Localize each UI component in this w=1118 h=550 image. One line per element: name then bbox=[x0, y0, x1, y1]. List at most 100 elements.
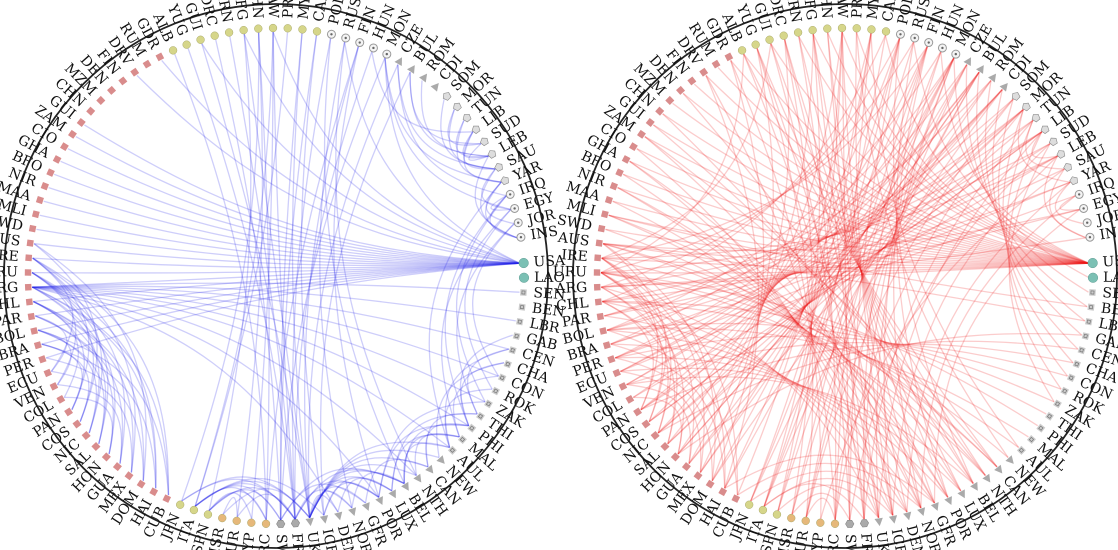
edge-chord bbox=[875, 57, 955, 518]
edge-chord bbox=[464, 209, 512, 390]
edge-chord bbox=[57, 383, 123, 464]
edge-chord bbox=[705, 75, 836, 520]
right-chord-diagram-red: USALAOSENBENLBRGABCENCHACONROKZAKTHIPHIM… bbox=[553, 0, 1118, 550]
pentagon-node-marker bbox=[453, 102, 462, 112]
ring-node-center-dot bbox=[358, 41, 361, 44]
edge-chord bbox=[662, 113, 1089, 264]
edge-chord bbox=[601, 155, 1058, 259]
edge-chord bbox=[711, 98, 1014, 482]
edge-chord bbox=[309, 457, 429, 518]
edge-chord bbox=[236, 493, 296, 520]
pentagon-node-marker bbox=[442, 92, 452, 101]
country-label-cam: CAM bbox=[311, 0, 333, 23]
country-label-irn: IRN bbox=[783, 0, 804, 24]
edge-chord bbox=[474, 155, 518, 239]
edge-chord bbox=[763, 477, 894, 516]
edge-chord bbox=[294, 489, 353, 520]
edge-chord bbox=[243, 34, 311, 518]
edge-chord bbox=[136, 75, 520, 264]
edge-chord bbox=[777, 64, 968, 511]
edge-chord bbox=[208, 491, 267, 521]
square-node-inner-mark bbox=[510, 347, 515, 353]
edge-chord bbox=[705, 75, 760, 489]
edge-chord bbox=[863, 119, 1034, 520]
edge-chord bbox=[602, 35, 886, 303]
ring-node-center-dot bbox=[330, 33, 333, 36]
square-node-inner-mark bbox=[1068, 375, 1074, 381]
square-node-marker bbox=[655, 106, 665, 116]
square-node-inner-mark bbox=[1088, 305, 1094, 310]
edge-chord bbox=[309, 470, 405, 518]
edge-chord bbox=[46, 357, 144, 481]
square-node-marker bbox=[447, 445, 457, 455]
ring-node-center-dot bbox=[913, 36, 916, 40]
edge-chord bbox=[743, 53, 1089, 264]
edge-chord bbox=[920, 195, 1076, 508]
country-label-lao: LAO bbox=[1103, 270, 1118, 286]
country-label-chl: CHL bbox=[556, 295, 590, 314]
country-label-isr: ISR bbox=[207, 526, 228, 550]
edge-chord bbox=[280, 467, 405, 521]
square-node-marker bbox=[40, 182, 49, 191]
country-label-ins: INS bbox=[1099, 223, 1118, 243]
triangle-node-marker bbox=[999, 83, 1008, 92]
edge-chord bbox=[600, 271, 1009, 458]
edge-chord bbox=[490, 195, 511, 211]
edge-chord bbox=[826, 32, 880, 518]
edge-chord bbox=[841, 31, 908, 513]
edge-chord bbox=[636, 148, 880, 518]
pentagon-node-marker bbox=[1031, 113, 1041, 123]
square-node-marker bbox=[705, 479, 715, 489]
edge-chord bbox=[834, 109, 1024, 520]
edge-bundle bbox=[600, 31, 1090, 521]
edge-chord bbox=[36, 228, 520, 266]
circle-node-marker bbox=[779, 31, 788, 40]
edge-chord bbox=[32, 262, 520, 288]
square-node-marker bbox=[124, 471, 134, 481]
edge-chord bbox=[615, 357, 713, 481]
square-node-marker bbox=[711, 59, 721, 69]
country-label-afg: AFG bbox=[799, 0, 819, 21]
edge-chord bbox=[600, 272, 664, 422]
edge-chord bbox=[784, 39, 962, 492]
square-node-marker bbox=[595, 239, 603, 247]
country-label-grc: GRC bbox=[256, 533, 273, 550]
edge-chord bbox=[371, 51, 473, 133]
edge-chord bbox=[601, 37, 901, 288]
edge-chord bbox=[965, 64, 1089, 293]
edge-chord bbox=[608, 214, 1088, 308]
square-node-marker bbox=[618, 382, 628, 391]
country-label-lbr: LBR bbox=[528, 316, 561, 337]
country-label-chl: CHL bbox=[0, 295, 20, 314]
edge-chord bbox=[608, 214, 949, 498]
square-node-marker bbox=[76, 117, 86, 127]
edge-chord bbox=[657, 340, 1078, 434]
edge-chord bbox=[33, 243, 98, 422]
edge-chord bbox=[629, 160, 894, 516]
edge-chord bbox=[222, 488, 311, 519]
triangle-node-marker bbox=[305, 517, 314, 527]
edge-chord bbox=[750, 41, 915, 502]
edge-chord bbox=[644, 136, 998, 468]
circle-node-marker bbox=[218, 513, 227, 523]
circle-node-marker bbox=[232, 516, 241, 526]
ring-node-center-dot bbox=[1077, 193, 1081, 196]
square-node-marker bbox=[503, 360, 512, 369]
edge-chord bbox=[711, 60, 765, 482]
edge-chord bbox=[343, 41, 520, 264]
square-node-marker bbox=[594, 298, 602, 306]
edge-chord bbox=[64, 396, 114, 455]
square-node-inner-mark bbox=[505, 361, 511, 367]
edge-chord bbox=[677, 333, 1082, 455]
edge-chord bbox=[605, 228, 962, 492]
edge-chord bbox=[841, 31, 851, 521]
edge-chord bbox=[251, 31, 274, 519]
country-label-pol: POL bbox=[895, 0, 917, 26]
edge-chord bbox=[791, 46, 929, 515]
edge-chord bbox=[1054, 181, 1084, 225]
edge-chord bbox=[640, 46, 928, 411]
country-label-ice: ICE bbox=[319, 527, 340, 550]
edge-chord bbox=[667, 31, 843, 445]
triangle-node-marker bbox=[419, 73, 428, 83]
square-node-marker bbox=[162, 494, 172, 503]
